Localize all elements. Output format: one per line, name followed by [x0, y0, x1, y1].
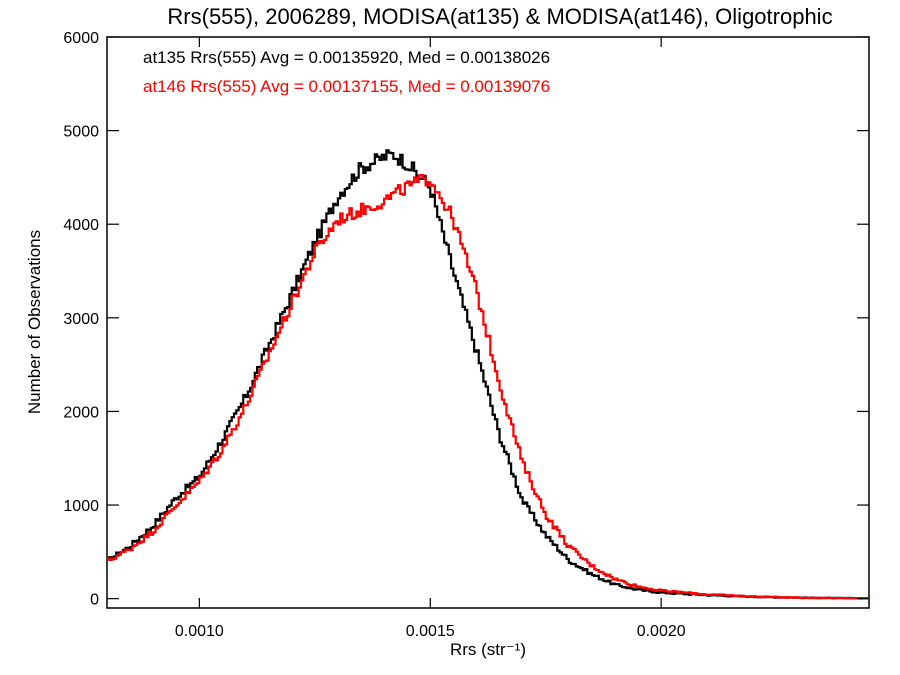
x-tick-label: 0.0015 — [406, 623, 455, 640]
y-tick-label: 6000 — [63, 30, 99, 47]
plot-series — [107, 149, 869, 600]
series-line-1 — [107, 173, 869, 600]
y-axis-label: Number of Observations — [25, 230, 44, 414]
x-tick-label: 0.0020 — [637, 623, 686, 640]
annotation-at135: at135 Rrs(555) Avg = 0.00135920, Med = 0… — [143, 48, 550, 67]
y-tick-label: 5000 — [63, 124, 99, 141]
y-tick-label: 4000 — [63, 217, 99, 234]
y-tick-label: 3000 — [63, 311, 99, 328]
x-tick-label: 0.0010 — [175, 623, 224, 640]
y-tick-label: 2000 — [63, 404, 99, 421]
y-tick-label: 0 — [90, 592, 99, 609]
y-tick-label: 1000 — [63, 498, 99, 515]
plot-frame — [106, 36, 870, 609]
annotation-at146: at146 Rrs(555) Avg = 0.00137155, Med = 0… — [143, 77, 550, 96]
x-axis-label: Rrs (str⁻¹) — [450, 640, 526, 659]
chart-title: Rrs(555), 2006289, MODISA(at135) & MODIS… — [167, 4, 832, 29]
series-line-0 — [107, 149, 869, 600]
axes: 0.0010 0.0015 0.0020 0 1000 2000 3000 4000 5000 6… — [63, 30, 869, 640]
